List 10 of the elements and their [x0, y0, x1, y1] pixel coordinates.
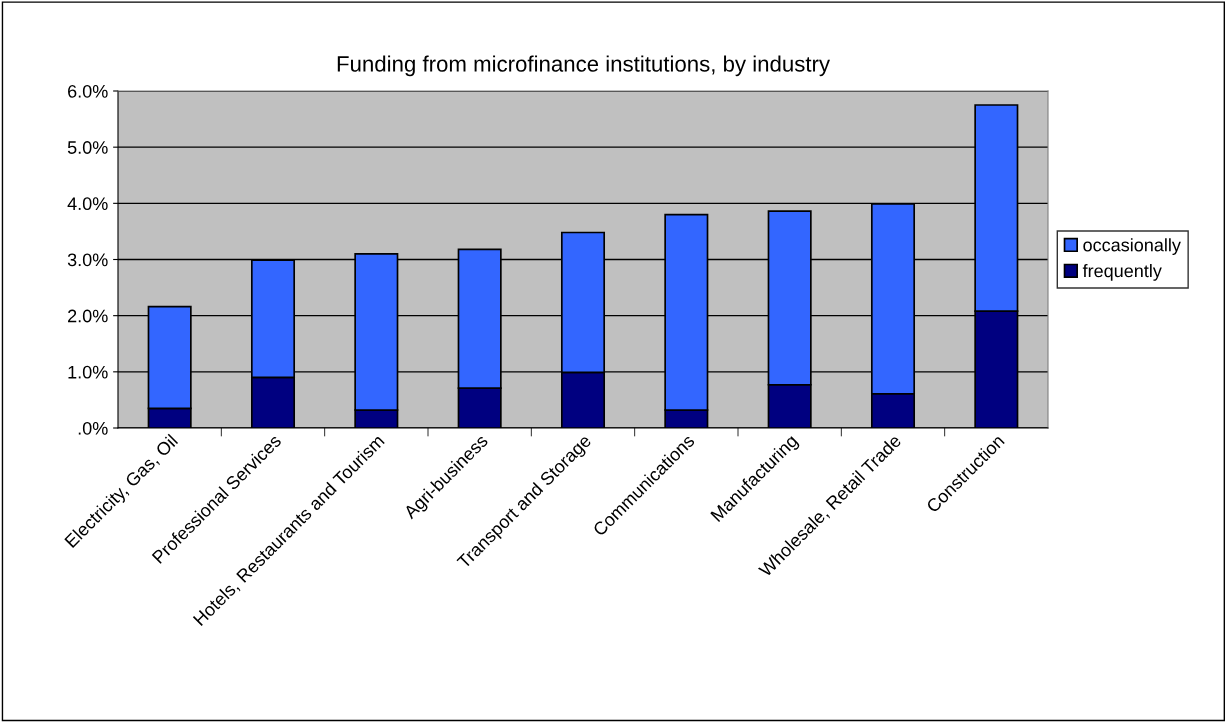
y-tick-label: 4.0% [67, 197, 108, 211]
y-tick-label: 6.0% [68, 84, 108, 98]
y-tick-label: 3.0% [67, 253, 108, 267]
legend-label: occasionally [1083, 238, 1181, 255]
y-tick-label: 1.0% [68, 365, 108, 379]
y-tick-label: 5.0% [67, 141, 108, 154]
y-tick-label: 2.0% [68, 309, 108, 323]
chart-title: Funding from microfinance institutions, by industry [337, 55, 830, 77]
y-tick-label: .0% [78, 421, 108, 435]
legend-label: frequently [1082, 264, 1162, 281]
